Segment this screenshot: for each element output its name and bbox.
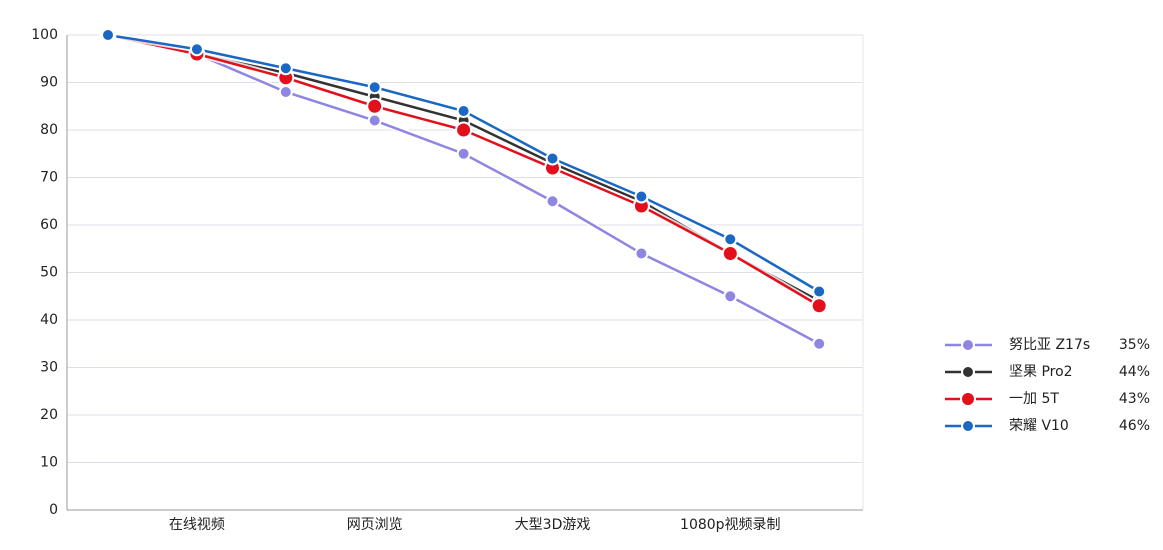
line-halo (107, 32, 821, 295)
series-line (107, 33, 820, 345)
point (545, 151, 560, 166)
legend-value: 44% (1119, 364, 1150, 380)
y-tick-label: 10 (40, 455, 58, 471)
point (278, 85, 293, 99)
legend-marker (961, 419, 975, 433)
y-tick-label: 0 (49, 502, 58, 518)
legend-value: 35% (1119, 337, 1150, 353)
line-halo (107, 32, 821, 309)
legend-marker (961, 365, 975, 379)
point (723, 289, 738, 304)
legend-value: 43% (1119, 391, 1150, 407)
point (723, 232, 738, 247)
point (278, 61, 293, 76)
point (367, 80, 382, 95)
y-tick-label: 70 (40, 170, 58, 186)
line-halo (107, 32, 821, 347)
y-tick-label: 30 (40, 360, 58, 376)
point (634, 189, 649, 204)
point (812, 336, 827, 351)
legend-label: 努比亚 Z17s (1009, 337, 1090, 353)
legend-label: 荣耀 V10 (1009, 418, 1069, 434)
x-tick-label: 在线视频 (169, 517, 225, 533)
point (366, 97, 384, 115)
series-line (107, 33, 820, 303)
x-tick-label: 大型3D游戏 (515, 517, 591, 533)
point (721, 245, 739, 262)
point (812, 284, 827, 299)
y-tick-label: 50 (40, 265, 58, 281)
y-tick-label: 20 (40, 407, 58, 423)
legend-label: 一加 5T (1009, 391, 1059, 407)
legend-value: 46% (1119, 418, 1150, 434)
point (456, 146, 471, 161)
legend-marker (960, 391, 976, 407)
point (545, 194, 560, 209)
x-tick-label: 1080p视频录制 (680, 517, 781, 533)
y-tick-label: 80 (40, 122, 58, 138)
legend-label: 坚果 Pro2 (1009, 364, 1073, 380)
y-tick-label: 60 (40, 217, 58, 233)
point (455, 121, 473, 139)
series-line (107, 33, 820, 307)
y-tick-label: 40 (40, 312, 58, 328)
point (634, 246, 649, 261)
x-tick-label: 网页浏览 (347, 517, 403, 533)
point (101, 28, 115, 42)
point (367, 113, 382, 128)
y-tick-label: 100 (31, 27, 58, 43)
line-halo (107, 32, 821, 304)
legend-marker (961, 338, 975, 352)
series-line (107, 33, 820, 293)
point (189, 42, 204, 57)
point (456, 104, 471, 118)
y-tick-label: 90 (40, 75, 58, 91)
point (810, 297, 828, 315)
